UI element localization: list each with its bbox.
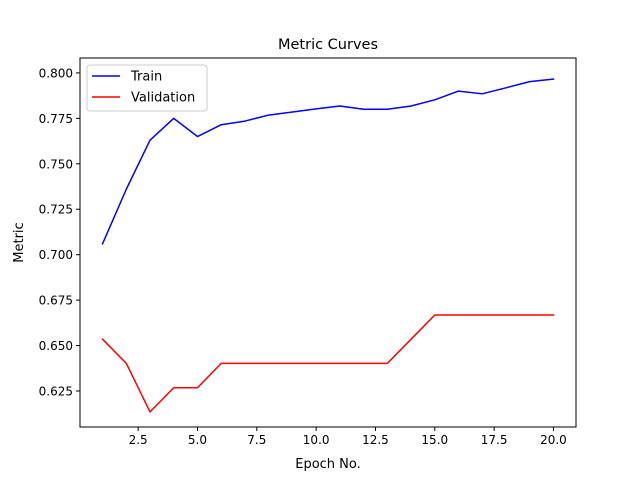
series-line-train <box>101 78 555 245</box>
axes-frame <box>79 57 577 428</box>
x-tick-label: 2.5 <box>129 433 148 447</box>
y-tick-label: 0.675 <box>39 294 73 308</box>
chart-title: Metric Curves <box>278 37 378 53</box>
x-tick-label: 10.0 <box>303 433 330 447</box>
series-line-validation <box>101 314 555 413</box>
x-tick-label: 5.0 <box>188 433 207 447</box>
x-tick-label: 7.5 <box>247 433 266 447</box>
y-axis-label: Metric <box>12 222 27 262</box>
y-tick-label: 0.625 <box>39 385 73 399</box>
x-tick-label: 17.5 <box>481 433 508 447</box>
y-axis-ticks: 0.625 0.650 0.675 0.700 0.725 0.750 0.775 0.800 <box>39 66 80 399</box>
y-tick-label: 0.775 <box>39 112 73 126</box>
legend-validation-label: Validation <box>131 91 195 106</box>
legend-train-label: Train <box>130 70 162 85</box>
y-tick-label: 0.700 <box>39 248 73 262</box>
legend: Train Validation <box>86 64 208 112</box>
y-tick-label: 0.650 <box>39 339 73 353</box>
x-tick-label: 15.0 <box>421 433 448 447</box>
y-tick-label: 0.725 <box>39 203 73 217</box>
x-axis-ticks: 2.5 5.0 7.5 10.0 12.5 15.0 17.5 20.0 <box>129 427 567 447</box>
y-tick-label: 0.800 <box>39 66 73 80</box>
x-axis-label: Epoch No. <box>295 457 361 472</box>
series-layer <box>101 78 555 413</box>
x-tick-label: 20.0 <box>540 433 567 447</box>
y-tick-label: 0.750 <box>39 157 73 171</box>
x-tick-label: 12.5 <box>362 433 389 447</box>
